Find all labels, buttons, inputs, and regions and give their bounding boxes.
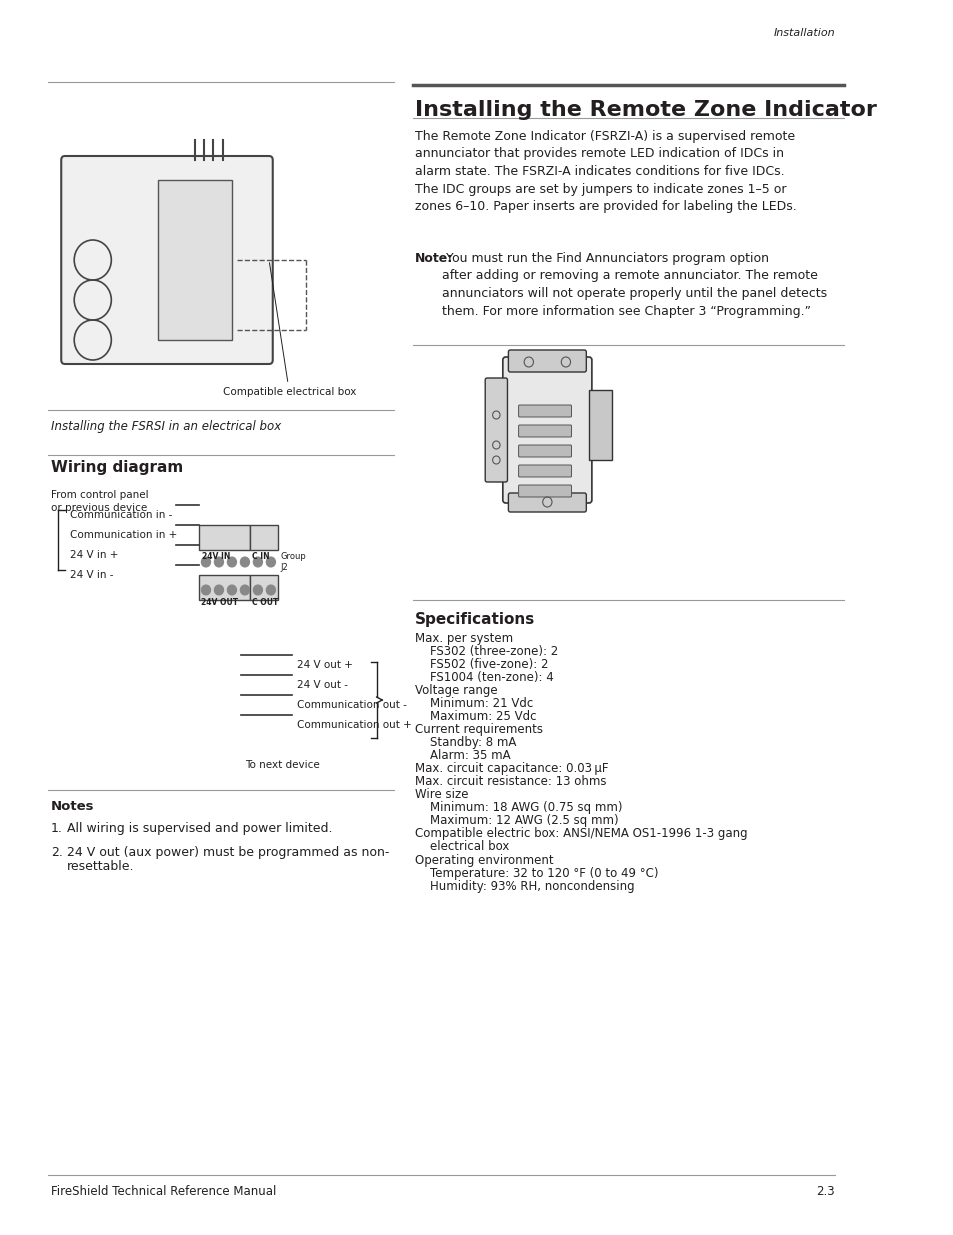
FancyBboxPatch shape — [518, 425, 571, 437]
Text: Current requirements: Current requirements — [415, 722, 542, 736]
Circle shape — [266, 557, 275, 567]
Text: 24 V out +: 24 V out + — [296, 659, 353, 671]
Bar — [199, 576, 251, 600]
Text: Note:: Note: — [415, 252, 453, 266]
FancyBboxPatch shape — [485, 378, 507, 482]
Text: You must run the Find Annunciators program option
after adding or removing a rem: You must run the Find Annunciators progr… — [441, 252, 826, 317]
Text: Communication in -: Communication in - — [70, 510, 172, 520]
FancyBboxPatch shape — [518, 485, 571, 496]
Text: Minimum: 18 AWG (0.75 sq mm): Minimum: 18 AWG (0.75 sq mm) — [415, 802, 621, 814]
Text: 24 V out (aux power) must be programmed as non-: 24 V out (aux power) must be programmed … — [67, 846, 389, 860]
FancyBboxPatch shape — [508, 350, 586, 372]
Text: Wiring diagram: Wiring diagram — [51, 459, 183, 475]
Text: FireShield Technical Reference Manual: FireShield Technical Reference Manual — [51, 1186, 276, 1198]
Text: Compatible electric box: ANSI/NEMA OS1-1996 1-3 gang: Compatible electric box: ANSI/NEMA OS1-1… — [415, 827, 746, 840]
Circle shape — [214, 585, 223, 595]
Text: The Remote Zone Indicator (FSRZI-A) is a supervised remote
annunciator that prov: The Remote Zone Indicator (FSRZI-A) is a… — [415, 130, 796, 212]
FancyBboxPatch shape — [508, 493, 586, 513]
Text: Minimum: 21 Vdc: Minimum: 21 Vdc — [415, 697, 533, 710]
Circle shape — [240, 585, 250, 595]
Circle shape — [266, 585, 275, 595]
Bar — [157, 180, 232, 340]
Text: Communication in +: Communication in + — [70, 530, 176, 540]
Text: 24 V in +: 24 V in + — [70, 550, 118, 559]
Text: 1.: 1. — [51, 823, 63, 835]
Text: FS1004 (ten-zone): 4: FS1004 (ten-zone): 4 — [415, 671, 553, 684]
Text: 24 V out -: 24 V out - — [296, 680, 348, 690]
FancyBboxPatch shape — [61, 156, 273, 364]
Text: Alarm: 35 mA: Alarm: 35 mA — [415, 748, 510, 762]
Circle shape — [214, 557, 223, 567]
Text: Temperature: 32 to 120 °F (0 to 49 °C): Temperature: 32 to 120 °F (0 to 49 °C) — [415, 867, 658, 881]
Text: 2.: 2. — [51, 846, 63, 860]
Text: Installing the FSRSI in an electrical box: Installing the FSRSI in an electrical bo… — [51, 420, 281, 433]
Text: Installing the Remote Zone Indicator: Installing the Remote Zone Indicator — [415, 100, 876, 120]
Text: Voltage range: Voltage range — [415, 684, 497, 697]
Circle shape — [240, 557, 250, 567]
Text: Notes: Notes — [51, 800, 94, 813]
Bar — [251, 525, 278, 550]
Circle shape — [201, 585, 211, 595]
Text: resettable.: resettable. — [67, 860, 134, 873]
Text: C OUT: C OUT — [253, 598, 278, 606]
Text: Max. circuit resistance: 13 ohms: Max. circuit resistance: 13 ohms — [415, 776, 605, 788]
Text: 24V OUT: 24V OUT — [201, 598, 238, 606]
Text: Group
J2: Group J2 — [280, 552, 306, 572]
Text: Operating environment: Operating environment — [415, 853, 553, 867]
Text: 24V IN: 24V IN — [202, 552, 231, 561]
Text: From control panel
or previous device: From control panel or previous device — [51, 490, 149, 514]
Text: Installation: Installation — [773, 28, 834, 38]
Circle shape — [227, 585, 236, 595]
Text: All wiring is supervised and power limited.: All wiring is supervised and power limit… — [67, 823, 332, 835]
Text: Maximum: 12 AWG (2.5 sq mm): Maximum: 12 AWG (2.5 sq mm) — [415, 814, 618, 827]
Bar — [589, 390, 612, 459]
Text: Standby: 8 mA: Standby: 8 mA — [415, 736, 516, 748]
Circle shape — [253, 585, 262, 595]
Text: Maximum: 25 Vdc: Maximum: 25 Vdc — [415, 710, 536, 722]
Text: Communication out +: Communication out + — [296, 720, 411, 730]
Text: 24 V in -: 24 V in - — [70, 571, 113, 580]
Text: Compatible electrical box: Compatible electrical box — [222, 263, 355, 396]
Text: Communication out -: Communication out - — [296, 700, 406, 710]
Text: 2.3: 2.3 — [816, 1186, 834, 1198]
Circle shape — [201, 557, 211, 567]
Text: Wire size: Wire size — [415, 788, 468, 802]
Text: FS502 (five-zone): 2: FS502 (five-zone): 2 — [415, 658, 548, 671]
FancyBboxPatch shape — [518, 445, 571, 457]
Text: FS302 (three-zone): 2: FS302 (three-zone): 2 — [415, 645, 558, 658]
FancyBboxPatch shape — [518, 405, 571, 417]
Text: Specifications: Specifications — [415, 613, 535, 627]
Text: C IN: C IN — [253, 552, 270, 561]
Text: Humidity: 93% RH, noncondensing: Humidity: 93% RH, noncondensing — [415, 881, 634, 893]
Text: electrical box: electrical box — [415, 840, 509, 853]
Circle shape — [253, 557, 262, 567]
Text: Max. per system: Max. per system — [415, 632, 513, 645]
Text: Max. circuit capacitance: 0.03 μF: Max. circuit capacitance: 0.03 μF — [415, 762, 608, 776]
Text: To next device: To next device — [245, 760, 319, 769]
Circle shape — [227, 557, 236, 567]
FancyBboxPatch shape — [518, 466, 571, 477]
Bar — [251, 576, 278, 600]
Bar — [199, 525, 251, 550]
FancyBboxPatch shape — [502, 357, 591, 503]
